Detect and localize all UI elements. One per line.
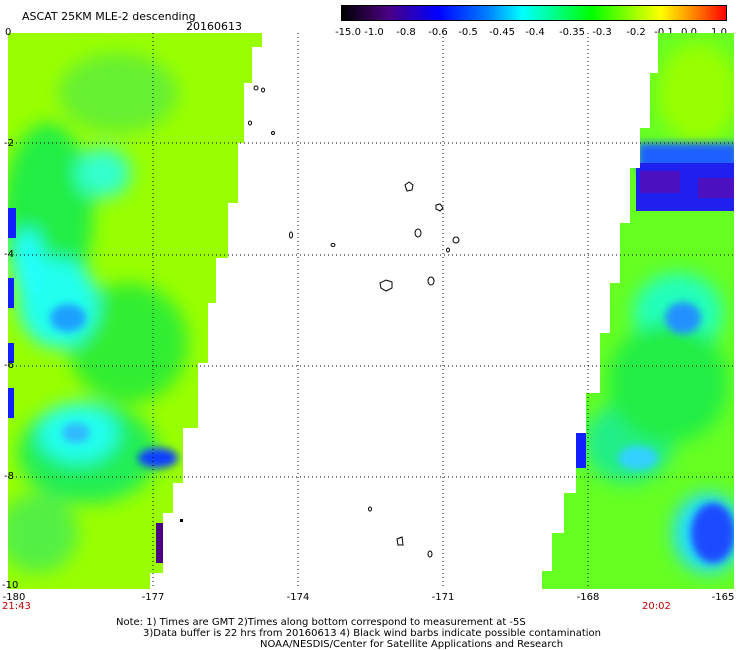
map-area	[8, 33, 734, 589]
y-axis-label: 0	[5, 27, 12, 38]
y-axis-label: -4	[4, 249, 14, 260]
y-axis-label: -8	[4, 471, 14, 482]
x-axis-label: -165	[711, 592, 735, 603]
right-pass-time: 20:02	[642, 601, 671, 612]
colorbar-label: 1.0	[711, 27, 727, 38]
colorbar-label: -0.4	[525, 27, 545, 38]
colorbar-label: -0.6	[428, 27, 448, 38]
colorbar-label: -0.45	[489, 27, 515, 38]
colorbar-label: -0.2	[626, 27, 646, 38]
map-date: 20160613	[186, 20, 242, 33]
x-axis-label: -174	[286, 592, 310, 603]
colorbar-label: -0.35	[559, 27, 585, 38]
colorbar-label: -0.8	[396, 27, 416, 38]
colorbar-label: -0.3	[592, 27, 612, 38]
right-swath	[542, 33, 734, 589]
wind-barb-marker	[180, 519, 183, 522]
left-pass-time: 21:43	[2, 601, 31, 612]
colorbar-label: 0.0	[681, 27, 697, 38]
colorbar-label: -15.0	[335, 27, 361, 38]
y-axis-label: -2	[4, 138, 14, 149]
x-axis-label: -177	[141, 592, 165, 603]
note-line-2: 3)Data buffer is 22 hrs from 20160613 4)…	[143, 628, 601, 639]
colorbar-labels: -15.0 -1.0 -0.8 -0.6 -0.5 -0.45 -0.4 -0.…	[330, 27, 735, 39]
map-title: ASCAT 25KM MLE-2 descending	[22, 10, 196, 23]
lat-lon-grid	[8, 33, 734, 589]
x-axis-label: -171	[431, 592, 455, 603]
colorbar-label: -0.5	[458, 27, 478, 38]
x-axis-label: -168	[576, 592, 600, 603]
colorbar-label: -1.0	[364, 27, 384, 38]
colorbar	[341, 5, 727, 21]
x-axis-label: -180	[2, 592, 26, 603]
note-line-1: Note: 1) Times are GMT 2)Times along bot…	[116, 617, 526, 628]
left-swath	[8, 33, 262, 589]
colorbar-label: -0.1	[654, 27, 674, 38]
y-axis-label: -6	[4, 360, 14, 371]
island-outlines	[248, 85, 460, 558]
y-axis-label: -10	[2, 580, 19, 591]
note-line-3: NOAA/NESDIS/Center for Satellite Applica…	[260, 639, 564, 650]
